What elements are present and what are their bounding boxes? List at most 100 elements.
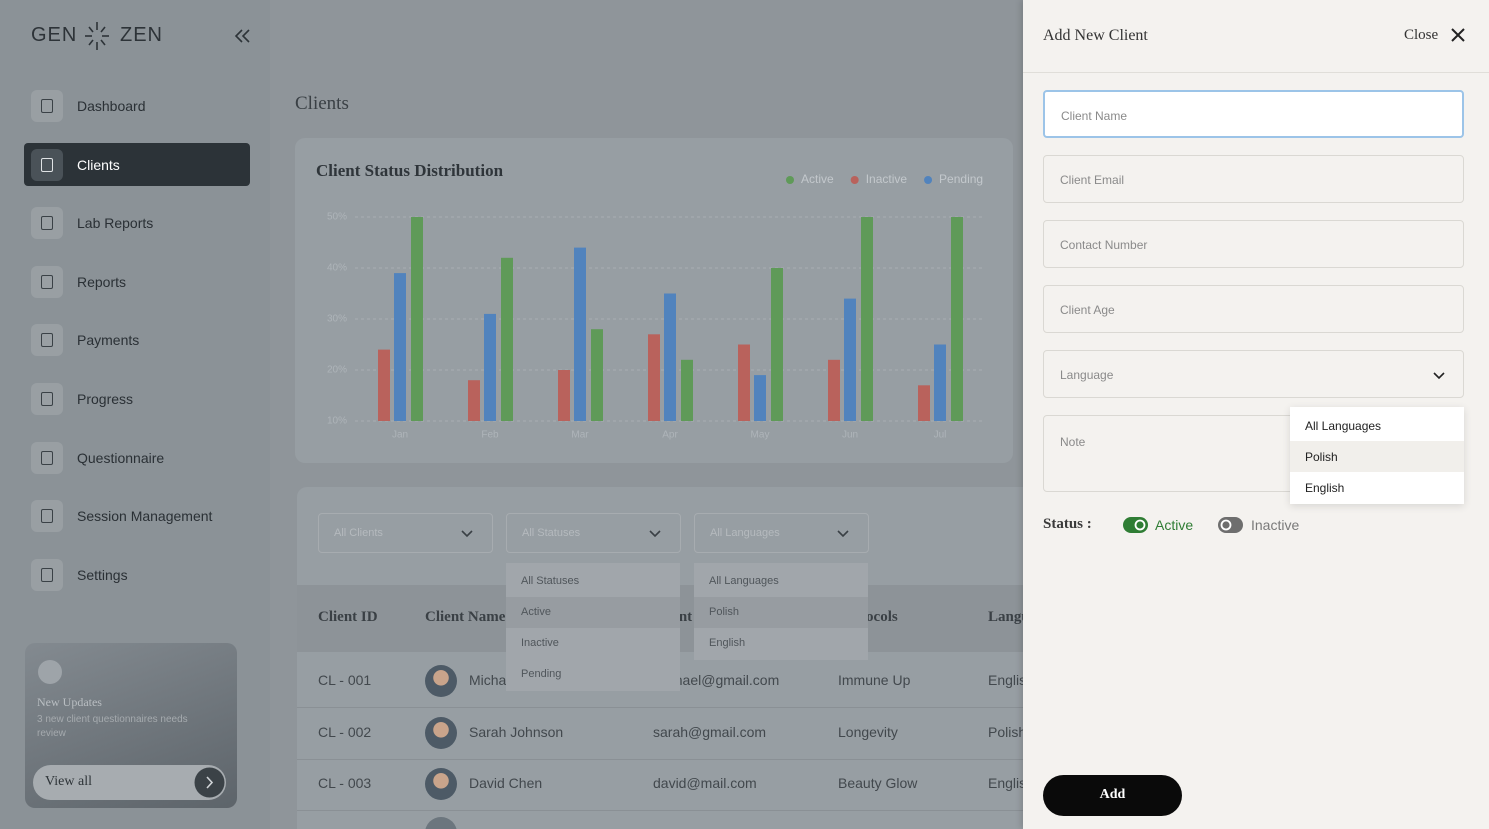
nav-item[interactable]: Payments (24, 318, 250, 361)
filter-menu: All Statuses Active Inactive Pending (506, 563, 680, 691)
view-all-button[interactable]: View all (33, 765, 226, 800)
chevron (461, 530, 473, 538)
table-cell: CL - 002 (318, 723, 372, 740)
table-cell: Longevity (838, 723, 898, 740)
nav-item[interactable]: Reports (24, 260, 250, 303)
menu-item[interactable]: Active (506, 597, 680, 628)
menu-item[interactable]: All Languages (694, 566, 868, 597)
bar (558, 370, 570, 421)
form-field[interactable]: Client Email (1043, 155, 1464, 203)
nav-item[interactable]: Settings (24, 553, 250, 596)
form-field[interactable]: Contact Number (1043, 220, 1464, 268)
field-placeholder: Client Email (1060, 173, 1125, 187)
nav-label: Clients (77, 156, 120, 173)
menu-item[interactable]: Polish (694, 597, 868, 628)
chevron (1433, 372, 1445, 380)
x-tick-label: Feb (481, 430, 499, 441)
legend-label: Active (801, 172, 834, 186)
bar (934, 344, 946, 421)
collapse-button[interactable] (234, 28, 252, 44)
nav-item[interactable]: Session Management (24, 494, 250, 537)
dropdown-option[interactable]: All Languages (1290, 410, 1464, 441)
dropdown-option[interactable]: Polish (1290, 441, 1464, 472)
filter-label: All Clients (334, 527, 383, 539)
y-tick-label: 40% (327, 263, 347, 274)
nav-item[interactable]: Clients (24, 142, 250, 186)
bar (951, 217, 963, 421)
updates-text: 3 new client questionnaires needs review (37, 714, 188, 739)
close-icon[interactable] (1451, 28, 1465, 42)
x-tick-label: Jan (392, 430, 408, 441)
y-tick-label: 50% (327, 212, 347, 223)
inactive-toggle[interactable] (1218, 517, 1243, 533)
view-all-arrow (194, 767, 225, 798)
bar (468, 380, 480, 421)
nav-icon (31, 90, 63, 122)
table-cell: CL - 001 (318, 672, 372, 688)
filter-select[interactable]: All Statuses (506, 513, 681, 553)
add-button-label: Add (1099, 787, 1126, 802)
filter-select[interactable]: All Clients (318, 513, 493, 553)
dropdown-option-label: English (1305, 481, 1345, 495)
nav-icon-glyph (41, 567, 53, 582)
close-label[interactable]: Close (1404, 27, 1439, 43)
chart-card: Client Status Distribution Active Inactive… (295, 138, 1013, 463)
nav-item[interactable]: Questionnaire (24, 436, 250, 479)
menu-item-label: All Statuses (521, 575, 580, 587)
add-button[interactable]: Add (1043, 775, 1182, 816)
bar (574, 247, 586, 421)
bar (411, 217, 423, 421)
chart: Client Status Distribution Active Inactive… (316, 161, 985, 441)
add-client-panel: Add New Client Close Client Name Client E… (1023, 0, 1489, 829)
bar (771, 268, 783, 421)
table-cell: English (988, 672, 1034, 688)
menu-item[interactable]: Inactive (506, 628, 680, 659)
nav-icon-glyph (41, 509, 53, 524)
row-divider (297, 810, 1037, 811)
form-field[interactable]: Language (1043, 350, 1464, 398)
bar (918, 385, 930, 421)
nav-item[interactable]: Lab Reports (24, 201, 250, 244)
form-field[interactable]: Client Name (1043, 90, 1464, 138)
updates-icon (38, 660, 62, 684)
form-field[interactable]: Client Age (1043, 285, 1464, 333)
table-cell: Polish (988, 723, 1027, 740)
menu-item[interactable]: Pending (506, 659, 680, 690)
table-cell: michael@gmail.com (653, 672, 780, 688)
row-divider (297, 707, 1037, 708)
menu-item[interactable]: English (694, 628, 868, 659)
legend-marker (850, 176, 859, 184)
nav-item[interactable]: Progress (24, 377, 250, 420)
avatar (425, 768, 457, 800)
status-inactive[interactable]: Inactive (1251, 517, 1300, 533)
y-tick-label: 30% (327, 314, 347, 325)
bar (378, 349, 390, 421)
bar (861, 217, 873, 421)
menu-item[interactable]: All Statuses (506, 566, 680, 597)
field-placeholder: Client Age (1060, 303, 1115, 317)
nav-item[interactable]: Dashboard (24, 84, 250, 127)
menu-item-label: All Languages (709, 575, 779, 587)
avatar (425, 716, 457, 749)
updates-title: New Updates (37, 695, 102, 709)
table-cell: Beauty Glow (838, 775, 918, 791)
nav-icon (31, 383, 63, 415)
filter-select[interactable]: All Languages (694, 513, 869, 553)
legend-marker (924, 176, 933, 184)
bar (591, 329, 603, 421)
field-placeholder: Contact Number (1060, 238, 1148, 252)
dropdown-option[interactable]: English (1290, 472, 1464, 503)
dropdown-option-label: All Languages (1305, 419, 1382, 433)
field-placeholder: Language (1060, 368, 1114, 382)
status-active[interactable]: Active (1155, 517, 1194, 533)
table-cell: David Chen (469, 775, 543, 791)
active-toggle[interactable] (1123, 517, 1148, 533)
x-tick-label: Apr (662, 430, 678, 441)
nav-label: Dashboard (77, 98, 146, 114)
legend-label: Inactive (866, 172, 908, 186)
sidebar: GEN ZEN New Updates 3 new client questio… (0, 0, 270, 829)
bar (394, 273, 406, 421)
nav-label: Session Management (77, 508, 213, 525)
bar (828, 359, 840, 421)
